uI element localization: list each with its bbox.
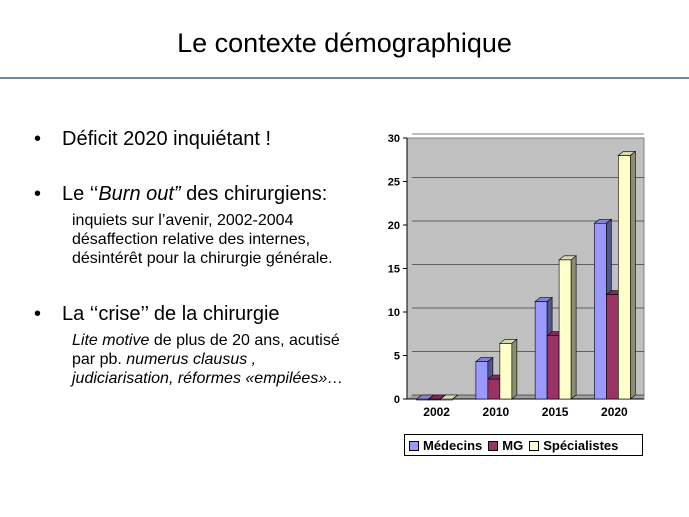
y-tick-label: 5: [394, 351, 400, 363]
bullet-deficit: • Déficit 2020 inquiétant !: [34, 128, 272, 151]
bar-side: [511, 338, 518, 400]
bar: [534, 301, 548, 400]
y-tick-label: 30: [388, 133, 400, 145]
crise-sub-prefix: par pb.: [72, 351, 127, 368]
bar-side: [630, 150, 636, 400]
legend-label: Spécialistes: [543, 437, 619, 453]
title-divider: [0, 77, 689, 79]
legend-item-medecins: Médecins: [409, 438, 482, 453]
bar: [546, 335, 560, 400]
y-tick-label: 20: [388, 220, 400, 232]
bar: [606, 294, 619, 400]
bar: [594, 222, 607, 400]
crise-sub-italic: numerus clausus ,: [126, 351, 257, 368]
crise-sub-line: Lite motive de plus de 20 ans, acutisé: [72, 331, 343, 350]
crise-sub: Lite motive de plus de 20 ans, acutisé p…: [72, 331, 343, 388]
legend-swatch: [529, 441, 540, 452]
legend-swatch: [488, 441, 499, 452]
bullet-dot: •: [34, 303, 42, 325]
burnout-sub-line: inquiets sur l’avenir, 2002-2004: [72, 212, 294, 229]
bar: [558, 259, 572, 400]
legend-item-specialistes: Spécialistes: [529, 438, 618, 453]
bar: [487, 378, 501, 400]
bullet-crise: • La ‘‘crise’’ de la chirurgie: [34, 303, 280, 326]
crise-sub-rest: de plus de 20 ans, acutisé: [149, 332, 340, 349]
y-tick-label: 25: [388, 177, 400, 189]
x-tick-label: 2002: [423, 405, 450, 419]
x-tick-label: 2015: [542, 405, 569, 419]
bar: [618, 155, 631, 400]
bar: [475, 361, 489, 400]
burnout-sub-line: désaffection relative des internes,: [72, 231, 311, 248]
legend-item-mg: MG: [488, 438, 523, 453]
bar: [499, 343, 513, 400]
bullet-deficit-text: Déficit 2020 inquiétant !: [62, 128, 272, 150]
bullet-dot: •: [34, 183, 42, 205]
y-tick-label: 10: [388, 307, 400, 319]
bar-side: [452, 394, 458, 400]
crise-sub-line: par pb. numerus clausus ,: [72, 350, 343, 369]
bullet-dot: •: [34, 128, 42, 150]
bullet-burnout-suffix: des chirurgiens:: [180, 183, 328, 205]
burnout-sub-line: désintérêt pour la chirurgie générale.: [72, 250, 333, 267]
crise-sub-italic: Lite motive: [72, 332, 150, 349]
x-tick-label: 2020: [601, 405, 628, 419]
bullet-crise-text: La ‘‘crise’’ de la chirurgie: [62, 303, 280, 325]
crise-sub-line: judiciarisation, réformes «empilées»…: [72, 369, 343, 388]
legend-swatch: [409, 441, 419, 452]
x-tick-label: 2010: [483, 405, 510, 419]
legend-label: MG: [502, 437, 524, 453]
bar-side: [570, 255, 577, 400]
bullet-burnout: • Le ‘‘Burn out” des chirurgiens:: [34, 183, 328, 206]
burnout-sub: inquiets sur l’avenir, 2002-2004 désaffe…: [72, 211, 333, 268]
y-tick-label: 15: [388, 264, 400, 276]
plot-floor: [407, 395, 644, 399]
chart-legend: Médecins MG Spécialistes: [404, 434, 643, 456]
legend-label: Médecins: [423, 437, 483, 453]
slide-title: Le contexte démographique: [177, 28, 512, 58]
bullet-burnout-italic: Burn out”: [98, 183, 181, 205]
y-tick-label: 0: [394, 394, 400, 406]
crise-sub-italic: judiciarisation, réformes «empilées»…: [72, 370, 344, 387]
bullet-burnout-prefix: Le ‘‘: [62, 183, 99, 205]
